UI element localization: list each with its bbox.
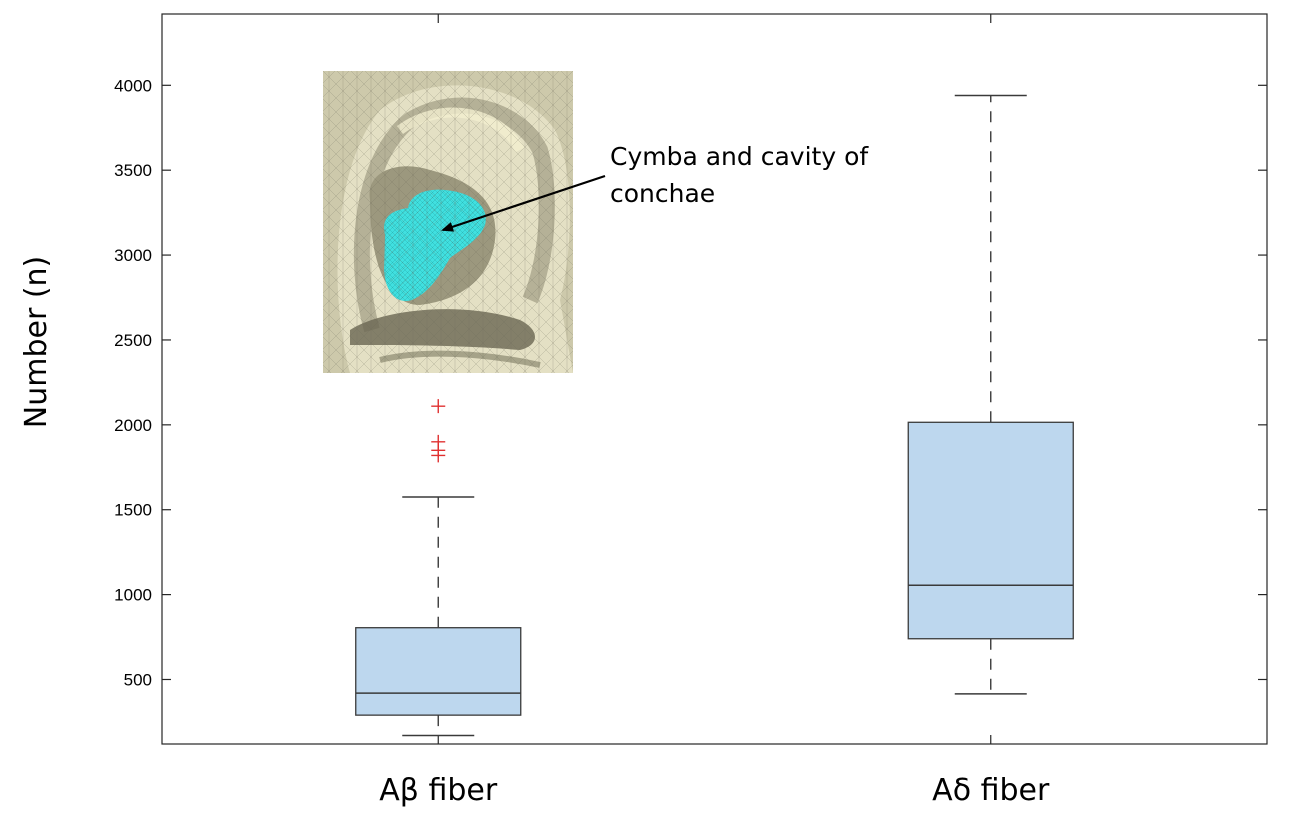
outlier-marker xyxy=(431,399,446,414)
interquartile-box xyxy=(907,421,1074,640)
y-tick-label: 1500 xyxy=(114,501,152,520)
outlier-marker xyxy=(431,434,446,449)
annotation-line-2: conchae xyxy=(610,179,715,208)
y-tick-label: 3500 xyxy=(114,161,152,180)
y-tick-label: 1000 xyxy=(114,586,152,605)
plot-frame xyxy=(161,13,1268,745)
y-tick-label: 3000 xyxy=(114,246,152,265)
box-1 xyxy=(355,399,522,737)
interquartile-box xyxy=(355,627,522,716)
y-axis-ticks: 500 1000 1500 2000 2500 3000 3500 4000 xyxy=(114,76,1267,689)
y-tick-label: 2500 xyxy=(114,331,152,350)
annotation-arrow xyxy=(441,174,606,232)
x-category-label: Aβ fiber xyxy=(379,773,498,808)
ear-mesh-inset xyxy=(323,71,573,373)
y-tick-label: 2000 xyxy=(114,416,152,435)
annotation-line-1: Cymba and cavity of xyxy=(610,142,869,171)
x-category-label: Aδ fiber xyxy=(932,773,1050,808)
box-series xyxy=(355,94,1074,737)
y-axis-title: Number (n) xyxy=(19,256,54,428)
box-2 xyxy=(907,94,1074,695)
y-tick-label: 4000 xyxy=(114,76,152,95)
x-axis-ticks: Aβ fiber Aδ fiber xyxy=(379,14,1050,808)
annotation-text: Cymba and cavity of conchae xyxy=(610,142,876,208)
y-tick-label: 500 xyxy=(124,670,152,689)
